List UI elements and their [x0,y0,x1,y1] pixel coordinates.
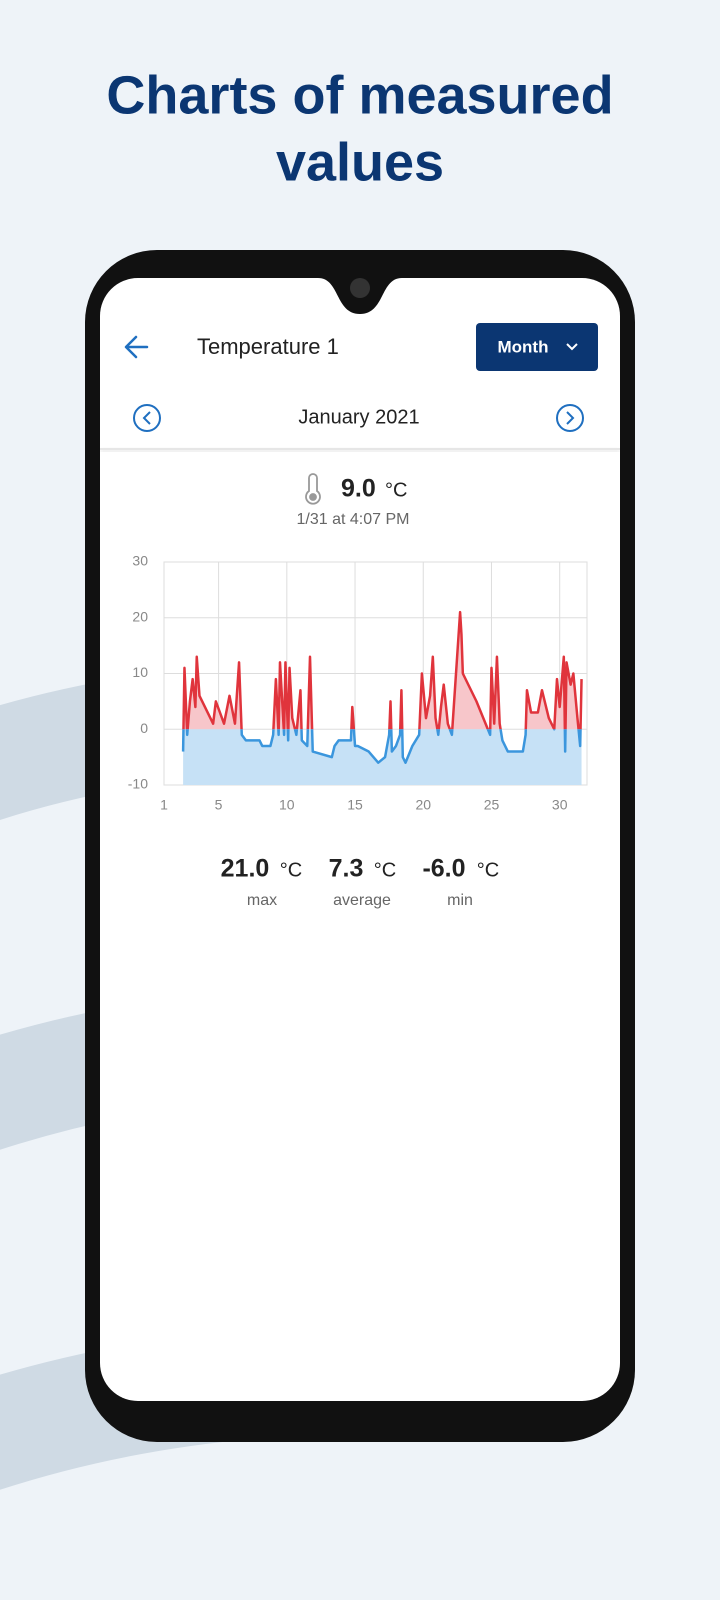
divider [100,448,620,450]
stat-unit: °C [280,859,302,881]
stat-label: max [247,892,277,909]
camera [350,278,370,298]
y-tick-label: 0 [140,720,148,736]
x-tick-label: 30 [552,797,568,813]
x-tick-label: 20 [415,797,431,813]
stat-value: 7.3 [329,855,364,883]
area [183,612,582,730]
stat-label: min [447,892,473,909]
current-time: 1/31 at 4:07 PM [297,511,410,528]
next-icon[interactable] [556,404,584,432]
thermometer-icon [305,473,321,505]
y-tick-label: 10 [132,664,148,680]
prev-arrow [142,411,151,425]
y-tick-label: 20 [132,608,148,624]
stat-unit: °C [374,859,396,881]
x-tick-label: 5 [215,797,223,813]
dropdown-icon [566,343,578,351]
y-tick-label: -10 [128,776,148,792]
month-label: January 2021 [298,406,419,428]
page-title: Charts of measured [106,65,613,125]
screen-title: Temperature 1 [197,334,339,359]
next-arrow [566,411,575,425]
stats: 21.0 °C max 7.3 °C average -6.0 °C min [221,855,500,910]
page-title: values [276,132,444,192]
prev-month[interactable] [133,404,161,432]
period-select[interactable]: Month [476,323,598,371]
stat-value: -6.0 [422,855,465,883]
stat-unit: °C [477,859,499,881]
stat-value: 21.0 [221,855,270,883]
current-unit: °C [385,479,407,501]
current-value: 9.0 [341,475,376,503]
prev-icon[interactable] [133,404,161,432]
back-button[interactable] [124,335,149,359]
x-tick-label: 15 [347,797,363,813]
period-label: Month [498,337,549,356]
area [183,729,582,785]
next-month[interactable] [556,404,584,432]
line [181,729,582,764]
y-tick-label: 30 [132,553,148,569]
x-tick-label: 1 [160,797,168,813]
line [182,610,583,730]
stat-label: average [333,892,391,909]
x-tick-label: 25 [484,797,500,813]
period-button[interactable] [476,323,598,371]
x-tick-label: 10 [279,797,295,813]
phone-screen [100,278,620,1401]
